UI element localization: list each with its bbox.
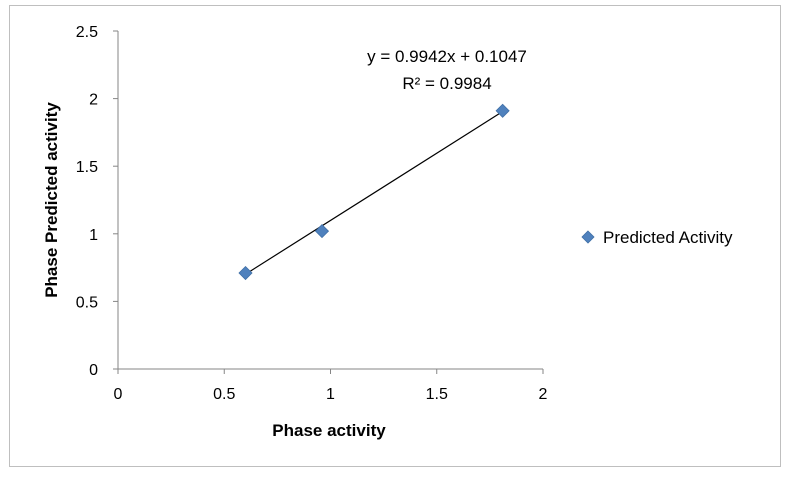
x-ticks: 0 0.5 1 1.5 2: [114, 369, 548, 403]
y-tick-label: 2: [89, 92, 98, 109]
data-point: [495, 103, 510, 118]
data-point: [238, 265, 253, 281]
x-tick-label: 1: [326, 386, 335, 403]
trendline-equation: y = 0.9942x + 0.1047: [367, 47, 527, 66]
x-tick-label: 2: [539, 386, 548, 403]
trendline-layer: [245, 111, 503, 275]
legend: Predicted Activity: [581, 228, 733, 247]
y-ticks: 0 0.5 1 1.5 2 2.5: [76, 24, 118, 379]
trendline: [245, 111, 503, 275]
y-tick-label: 0.5: [76, 294, 98, 311]
y-tick-label: 1.5: [76, 159, 98, 176]
trendline-r-squared: R² = 0.9984: [402, 74, 491, 93]
y-tick-label: 1: [89, 227, 98, 244]
data-point: [314, 224, 330, 239]
y-tick-label: 0: [89, 362, 98, 379]
x-axis-title: Phase activity: [272, 421, 386, 440]
legend-label: Predicted Activity: [603, 228, 733, 247]
legend-marker-icon: [581, 230, 595, 244]
x-tick-label: 0.5: [213, 386, 235, 403]
chart-frame: [9, 5, 781, 467]
x-tick-label: 0: [114, 386, 123, 403]
points-layer: [238, 103, 510, 281]
y-axis-title: Phase Predicted activity: [42, 102, 61, 298]
y-tick-label: 2.5: [76, 24, 98, 41]
x-tick-label: 1.5: [426, 386, 448, 403]
